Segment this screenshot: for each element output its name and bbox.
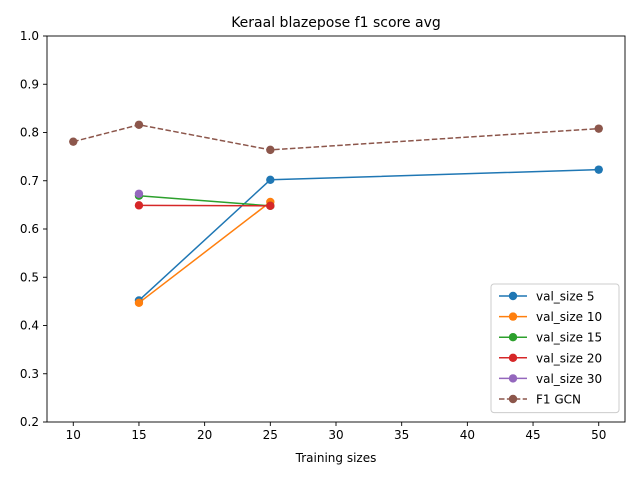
data-point-val-size-10 [135, 299, 143, 307]
x-tick-label: 40 [460, 428, 475, 442]
y-tick-label: 0.2 [20, 415, 39, 429]
x-tick-label: 20 [197, 428, 212, 442]
y-tick-label: 0.7 [20, 174, 39, 188]
legend-marker-val-size-10 [509, 312, 517, 320]
data-point-val-size-5 [595, 165, 603, 173]
legend-label-val-size-10: val_size 10 [536, 310, 602, 324]
x-tick-label: 35 [394, 428, 409, 442]
data-point-val-size-30 [135, 190, 143, 198]
x-tick-label: 50 [591, 428, 606, 442]
series-line-f1-gcn [73, 125, 598, 150]
legend-label-f1-gcn: F1 GCN [536, 393, 581, 407]
plot-area [69, 121, 603, 307]
y-tick-label: 0.4 [20, 319, 39, 333]
x-tick-label: 25 [263, 428, 278, 442]
legend-marker-val-size-15 [509, 333, 517, 341]
y-tick-label: 0.5 [20, 270, 39, 284]
legend-label-val-size-15: val_size 15 [536, 331, 602, 345]
data-point-f1-gcn [69, 137, 77, 145]
x-tick-label: 45 [525, 428, 540, 442]
x-tick-label: 10 [66, 428, 81, 442]
x-axis-label: Training sizes [295, 451, 377, 465]
data-point-f1-gcn [135, 121, 143, 129]
legend: val_size 5 val_size 10 val_size 15 val_size… [491, 284, 619, 413]
legend-marker-val-size-5 [509, 292, 517, 300]
series-line-val-size-5 [139, 170, 599, 301]
data-point-val-size-20 [135, 201, 143, 209]
legend-marker-val-size-20 [509, 354, 517, 362]
x-tick-label: 30 [328, 428, 343, 442]
x-tick-label: 15 [131, 428, 146, 442]
y-tick-label: 0.3 [20, 367, 39, 381]
data-point-val-size-20 [266, 202, 274, 210]
data-point-f1-gcn [266, 146, 274, 154]
y-tick-label: 0.8 [20, 126, 39, 140]
y-tick-label: 0.6 [20, 222, 39, 236]
y-tick-label: 0.9 [20, 77, 39, 91]
data-point-f1-gcn [595, 124, 603, 132]
legend-marker-val-size-30 [509, 374, 517, 382]
legend-marker-f1-gcn [509, 395, 517, 403]
chart-title: Keraal blazepose f1 score avg [231, 15, 441, 31]
y-tick-label: 1.0 [20, 29, 39, 43]
legend-label-val-size-30: val_size 30 [536, 372, 602, 386]
legend-label-val-size-20: val_size 20 [536, 351, 602, 365]
data-point-val-size-5 [266, 176, 274, 184]
series-line-val-size-10 [139, 202, 270, 303]
legend-label-val-size-5: val_size 5 [536, 290, 595, 304]
